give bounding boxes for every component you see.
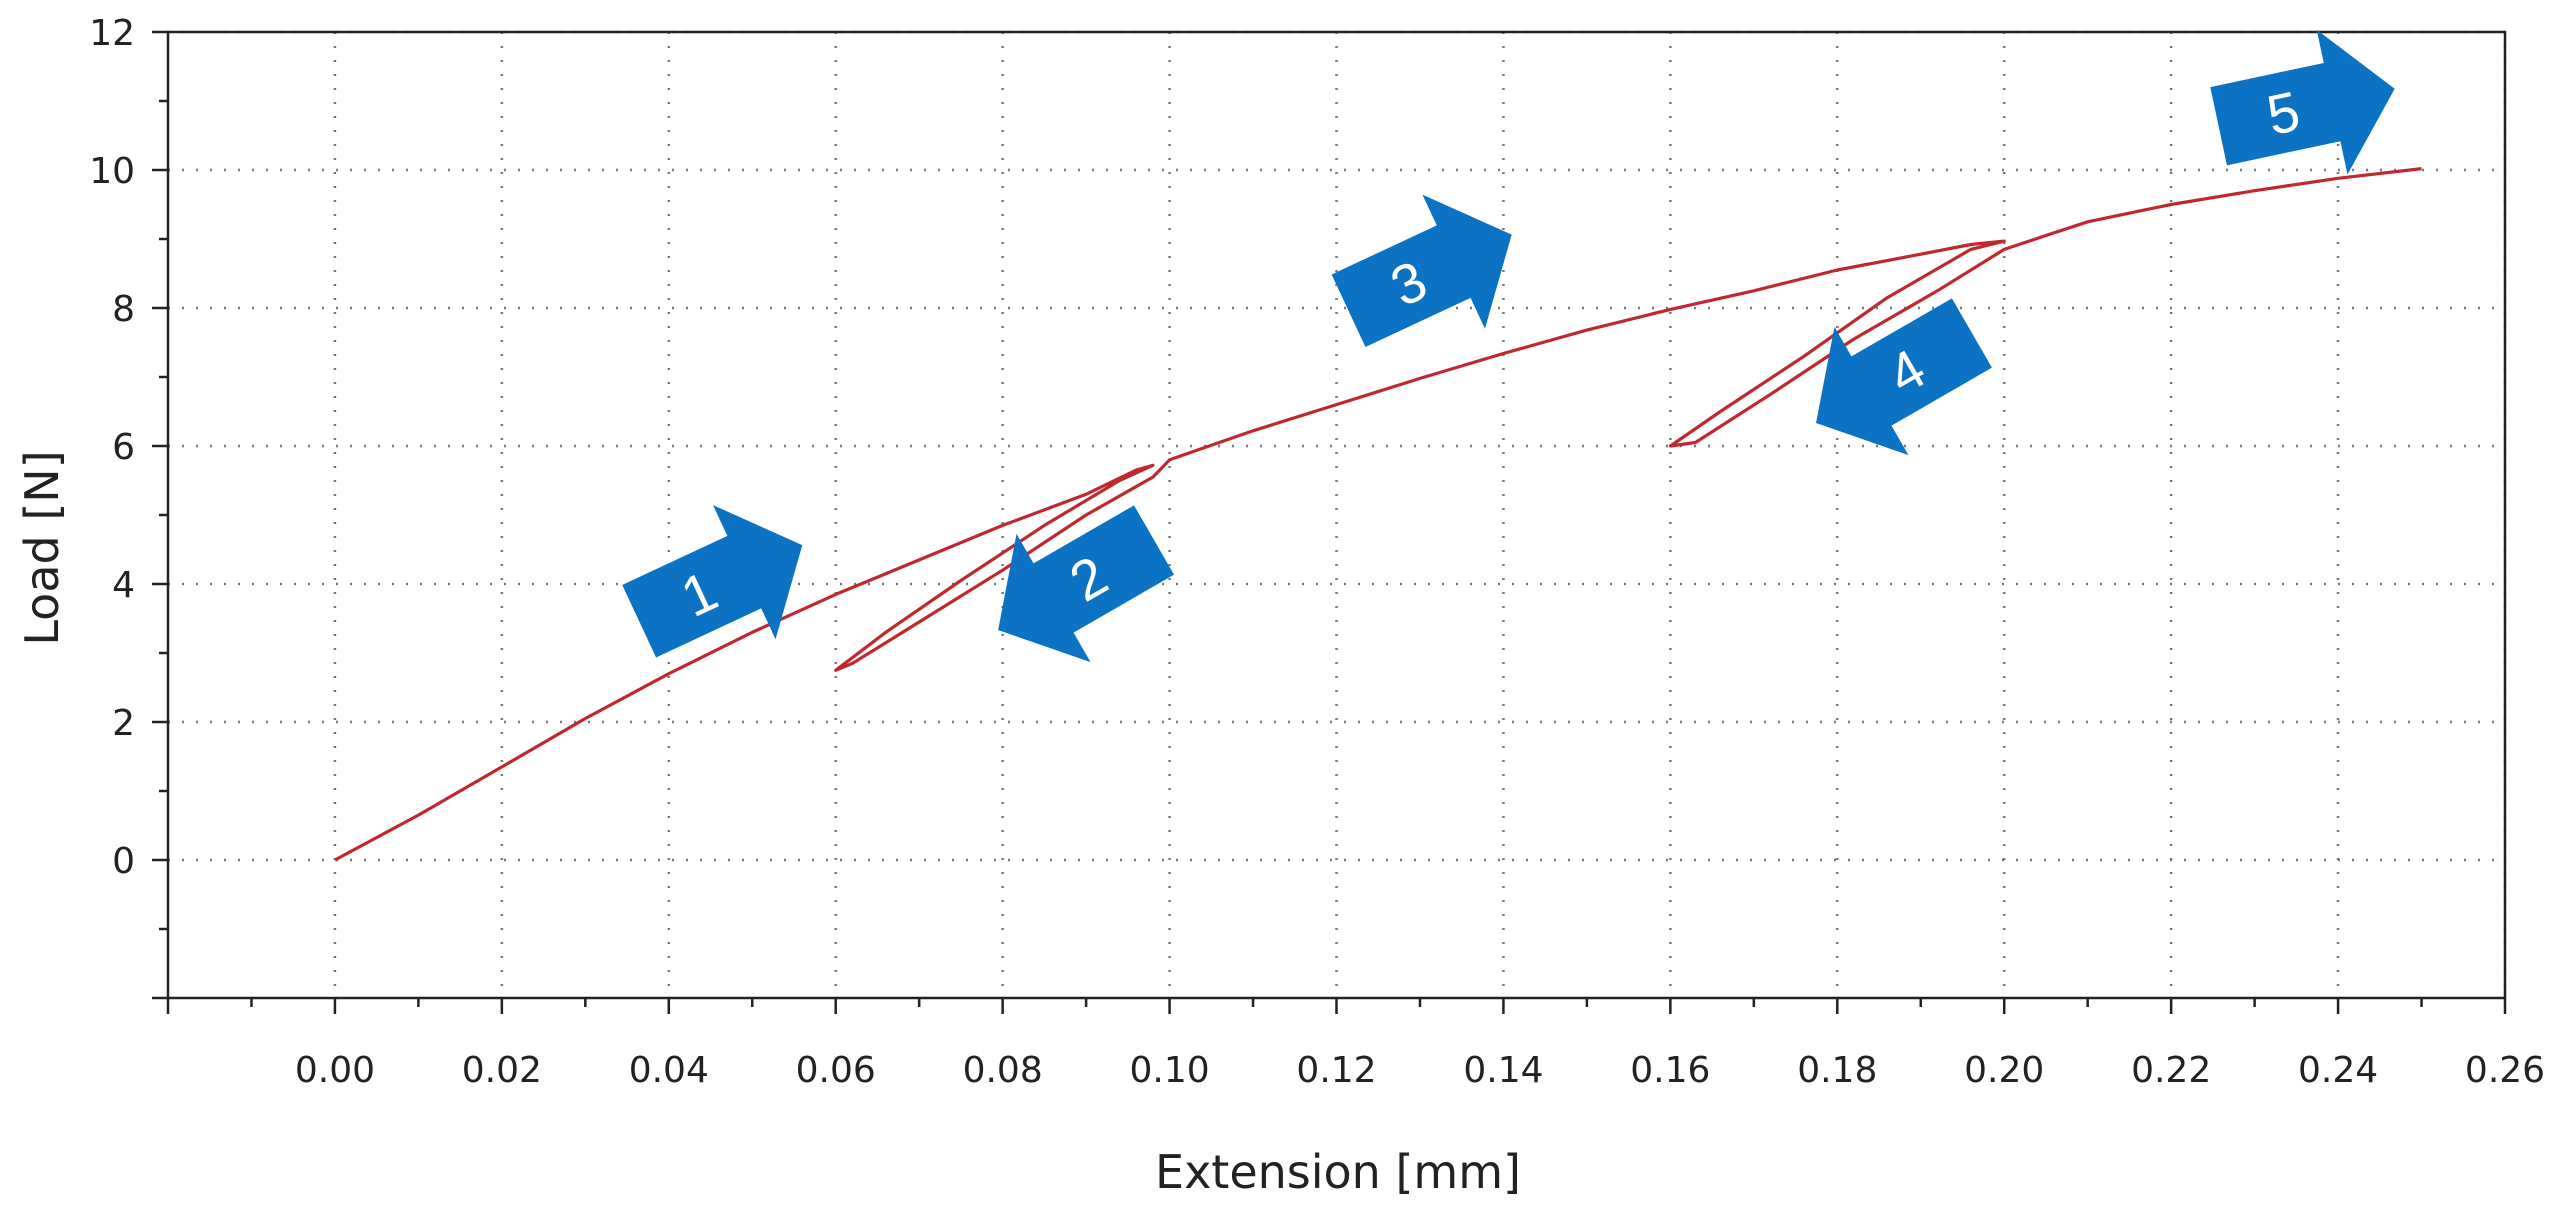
step-arrow-2: 2 <box>998 505 1175 663</box>
y-tick-label: 10 <box>89 151 135 192</box>
step-arrow-3: 3 <box>1331 194 1512 347</box>
x-tick-label: 0.00 <box>295 1050 375 1091</box>
y-tick-label: 4 <box>112 565 135 606</box>
x-tick-label: 0.12 <box>1296 1050 1376 1091</box>
x-tick-label: 0.22 <box>2131 1050 2211 1091</box>
step-arrow-1: 1 <box>622 505 803 658</box>
axes <box>152 30 2507 1014</box>
x-tick-label: 0.20 <box>1964 1050 2044 1091</box>
x-tick-label: 0.18 <box>1797 1050 1877 1091</box>
y-tick-label: 8 <box>112 289 135 330</box>
step-arrow-5: 5 <box>2210 29 2395 175</box>
x-tick-label: 0.24 <box>2298 1050 2378 1091</box>
grid-lines <box>168 30 2507 998</box>
plot-frame <box>166 30 2507 1000</box>
y-axis-title: Load [N] <box>15 450 69 645</box>
x-tick-label: 0.10 <box>1129 1050 1209 1091</box>
step-arrow-shape <box>1816 298 1992 456</box>
x-tick-label: 0.08 <box>963 1050 1043 1091</box>
step-arrow-shape <box>622 505 803 658</box>
step-arrow-shape <box>2210 29 2395 175</box>
x-tick-label: 0.06 <box>796 1050 876 1091</box>
y-tick-label: 6 <box>112 427 135 468</box>
tick-labels: 0.00 0.02 0.04 0.06 0.08 0.10 0.12 0.14 0.16 0.18… <box>89 13 2545 1091</box>
y-tick-label: 12 <box>89 13 135 54</box>
x-tick-label: 0.02 <box>462 1050 542 1091</box>
step-arrow-shape <box>1331 194 1512 347</box>
y-tick-label: 0 <box>112 841 135 882</box>
step-arrow-4: 4 <box>1816 298 1992 456</box>
x-tick-label: 0.26 <box>2465 1050 2545 1091</box>
annotation-arrows: 1 2 3 4 5 <box>622 29 2395 663</box>
step-arrow-shape <box>998 505 1175 663</box>
x-tick-label: 0.16 <box>1630 1050 1710 1091</box>
x-axis-title: Extension [mm] <box>1155 1145 1521 1199</box>
x-tick-label: 0.04 <box>629 1050 709 1091</box>
x-tick-label: 0.14 <box>1463 1050 1543 1091</box>
y-tick-label: 2 <box>112 703 135 744</box>
